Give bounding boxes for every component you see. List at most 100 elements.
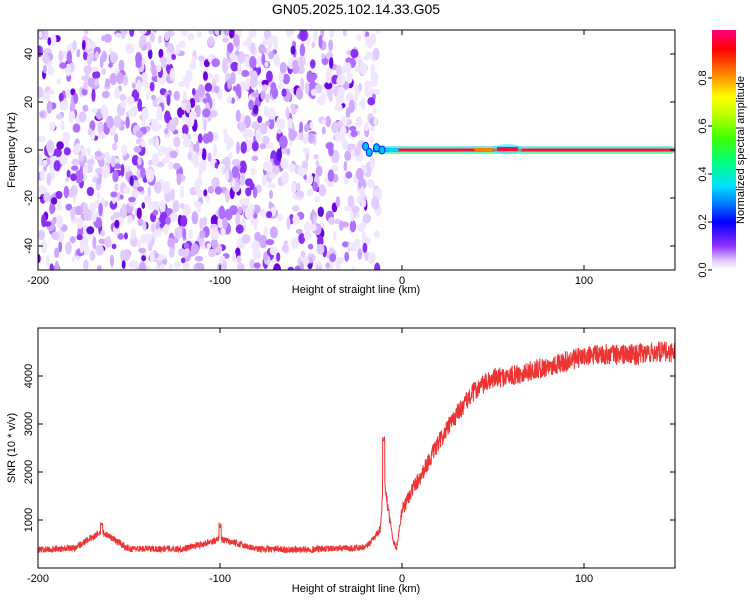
- noise-blob: [328, 39, 333, 52]
- noise-blob: [40, 168, 46, 181]
- noise-blob: [164, 32, 170, 41]
- noise-blob: [137, 218, 144, 227]
- colorbar: 0.0 0.2 0.4 0.6 0.8 Normalized spectral ampl…: [697, 30, 747, 278]
- noise-blob: [142, 82, 151, 88]
- noise-blob: [73, 92, 79, 104]
- noise-blob: [130, 227, 137, 240]
- noise-blob: [331, 202, 338, 213]
- noise-blob: [188, 110, 197, 121]
- noise-blob: [95, 167, 104, 175]
- noise-blob: [295, 190, 305, 198]
- noise-blob: [149, 32, 155, 43]
- noise-blob: [120, 163, 125, 177]
- noise-blob: [83, 51, 88, 61]
- noise-blob: [308, 132, 315, 144]
- noise-blob: [313, 154, 319, 160]
- noise-blob: [276, 148, 282, 162]
- noise-blob: [238, 121, 247, 132]
- noise-blob: [154, 181, 162, 194]
- noise-blob: [203, 59, 210, 68]
- noise-blob: [58, 240, 63, 253]
- spectrogram-noise: [38, 30, 383, 270]
- noise-blob: [49, 204, 56, 214]
- colorbar-label: Normalized spectral amplitude: [735, 76, 747, 224]
- noise-blob: [348, 242, 354, 251]
- noise-blob: [309, 121, 314, 129]
- snr-plot-area: [38, 328, 675, 568]
- noise-blob: [252, 104, 259, 115]
- noise-blob: [71, 256, 76, 262]
- noise-blob: [208, 36, 215, 47]
- noise-blob: [173, 90, 180, 101]
- noise-blob: [94, 151, 102, 157]
- noise-blob: [351, 205, 360, 214]
- noise-blob: [372, 107, 377, 114]
- noise-blob: [156, 64, 162, 73]
- noise-blob: [128, 108, 137, 117]
- noise-blob: [183, 242, 190, 249]
- noise-blob: [366, 179, 376, 188]
- noise-blob: [263, 161, 269, 171]
- noise-blob: [82, 104, 89, 112]
- noise-blob: [180, 185, 185, 199]
- noise-blob: [82, 202, 89, 213]
- noise-blob: [372, 47, 380, 61]
- noise-blob: [334, 103, 343, 112]
- noise-blob: [96, 264, 102, 270]
- y-tick-label: 1000: [23, 508, 35, 532]
- noise-blob: [83, 259, 89, 270]
- noise-blob: [230, 97, 236, 104]
- noise-blob: [202, 98, 208, 104]
- noise-blob: [169, 68, 176, 82]
- noise-blob: [244, 56, 251, 68]
- noise-blob: [264, 142, 274, 149]
- y-tick-label: -40: [23, 238, 35, 254]
- snr-panel: -200 -100 0 100 1000 2000 3000 4000 Height of …: [6, 327, 676, 595]
- x-tick-label: -100: [209, 573, 231, 585]
- noise-blob: [268, 201, 273, 210]
- noise-blob: [311, 41, 316, 49]
- colorbar-tick-label: 0.2: [697, 214, 709, 229]
- spectrogram-x-axis: -200 -100 0 100: [27, 30, 593, 287]
- noise-blob: [363, 122, 370, 132]
- noise-blob: [110, 155, 116, 168]
- noise-blob: [86, 53, 93, 66]
- carrier-onset-blob: [365, 147, 373, 157]
- noise-blob: [92, 236, 97, 250]
- noise-blob: [222, 260, 227, 270]
- noise-blob: [96, 177, 102, 185]
- y-tick-label: -20: [23, 190, 35, 206]
- noise-blob: [59, 62, 67, 69]
- noise-blob: [344, 251, 350, 262]
- noise-blob: [196, 31, 202, 38]
- colorbar-axis: 0.0 0.2 0.4 0.6 0.8: [697, 70, 712, 278]
- noise-blob: [72, 40, 77, 51]
- noise-blob: [328, 216, 335, 225]
- noise-blob: [291, 107, 297, 115]
- noise-blob: [265, 70, 273, 83]
- noise-blob: [168, 161, 174, 170]
- noise-blob: [86, 186, 95, 197]
- noise-blob: [309, 59, 316, 69]
- carrier-segment: [398, 148, 475, 152]
- noise-blob: [112, 170, 119, 183]
- noise-blob: [374, 262, 381, 270]
- noise-blob: [269, 226, 278, 239]
- noise-blob: [69, 101, 76, 114]
- noise-blob: [183, 204, 191, 216]
- noise-blob: [251, 155, 259, 162]
- noise-blob: [57, 201, 62, 211]
- noise-blob: [328, 144, 334, 157]
- noise-blob: [355, 212, 360, 219]
- noise-blob: [65, 89, 72, 99]
- noise-blob: [291, 180, 297, 194]
- noise-blob: [263, 105, 269, 117]
- noise-blob: [72, 123, 81, 133]
- noise-blob: [256, 135, 264, 142]
- noise-blob: [253, 262, 261, 269]
- noise-blob: [110, 191, 118, 198]
- noise-blob: [196, 188, 203, 198]
- noise-blob: [60, 120, 65, 131]
- noise-blob: [316, 243, 325, 255]
